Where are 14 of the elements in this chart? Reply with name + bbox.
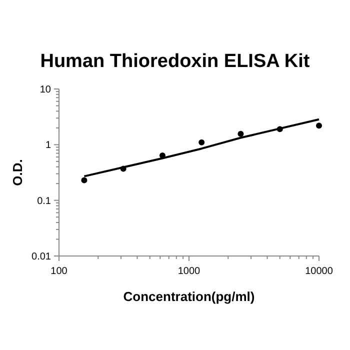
y-tick-label: 0.1 — [37, 196, 52, 207]
point — [198, 139, 205, 146]
chart-title: Human Thioredoxin ELISA Kit — [40, 51, 310, 72]
y-tick-label: 10 — [40, 84, 52, 96]
point — [316, 122, 322, 129]
point — [238, 130, 244, 137]
x-axis-title: Concentration(pg/ml) — [123, 289, 255, 304]
y-tick-label: 0.01 — [32, 252, 52, 262]
y-tick-label: 1 — [45, 140, 52, 152]
x-tick-label: 100 — [50, 266, 68, 277]
point — [81, 177, 88, 184]
x-tick-label: 1000 — [178, 266, 201, 277]
x-tick-label: 10000 — [305, 266, 334, 277]
y-axis-title: O.D. — [10, 159, 25, 186]
